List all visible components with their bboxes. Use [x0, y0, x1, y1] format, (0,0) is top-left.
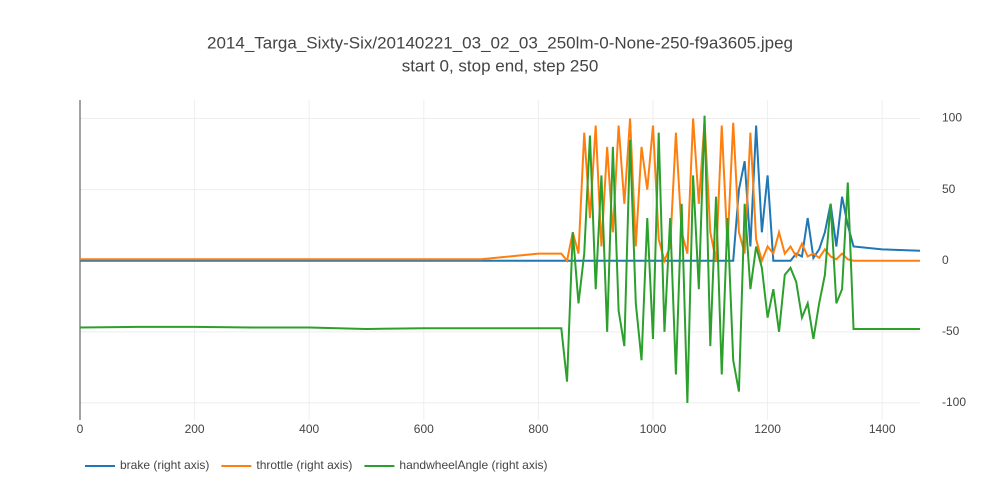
legend-item: brake (right axis)	[85, 458, 209, 472]
x-tick-label: 400	[299, 422, 319, 436]
y-tick-label: 100	[942, 111, 962, 125]
y-tick-label: -50	[942, 324, 960, 338]
legend-item: throttle (right axis)	[221, 458, 352, 472]
x-tick-label: 1400	[869, 422, 896, 436]
legend-label: throttle (right axis)	[256, 458, 352, 472]
x-tick-label: 600	[414, 422, 434, 436]
chart-title: 2014_Targa_Sixty-Six/20140221_03_02_03_2…	[207, 33, 793, 52]
line-series	[80, 125, 921, 262]
x-tick-label: 1200	[754, 422, 781, 436]
chart-subtitle: start 0, stop end, step 250	[402, 56, 599, 75]
y-tick-label: -100	[942, 395, 966, 409]
legend-label: handwheelAngle (right axis)	[399, 458, 547, 472]
line-series	[79, 115, 920, 403]
line-series	[80, 118, 920, 264]
y-tick-label: 50	[942, 182, 956, 196]
x-tick-label: 1000	[640, 422, 667, 436]
y-tick-label: 0	[942, 253, 949, 267]
legend-label: brake (right axis)	[120, 458, 209, 472]
x-tick-label: 800	[528, 422, 548, 436]
x-tick-label: 0	[77, 422, 84, 436]
legend-item: handwheelAngle (right axis)	[364, 458, 548, 472]
x-tick-label: 200	[185, 422, 205, 436]
